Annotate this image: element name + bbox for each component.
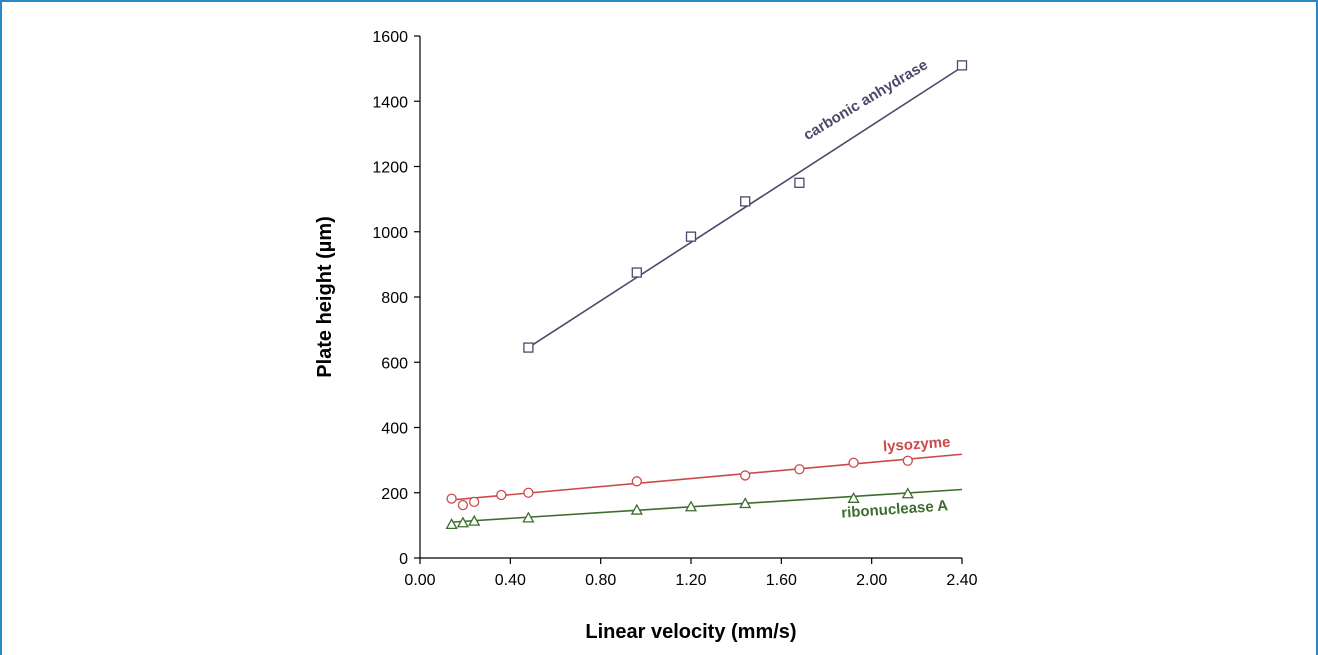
point-lysozyme	[469, 496, 480, 508]
point-carbonic-anhydrase	[523, 342, 534, 353]
labels: Linear velocity (mm/s) Plate height (µm)…	[314, 56, 951, 643]
series-label-lysozyme: lysozyme	[882, 434, 951, 456]
fit-line-carbonic-anhydrase	[527, 66, 963, 349]
y-tick-label: 1400	[372, 94, 408, 111]
x-tick-label: 0.80	[585, 572, 616, 589]
y-tick-label: 800	[381, 290, 408, 307]
point-lysozyme	[740, 470, 751, 481]
point-lysozyme	[848, 457, 859, 468]
point-ribonuclease-a	[522, 511, 535, 523]
y-tick-label: 1000	[372, 225, 408, 242]
point-lysozyme	[794, 464, 805, 475]
point-ribonuclease-a	[456, 516, 470, 528]
x-tick-label: 2.00	[856, 572, 887, 589]
fit-line-lysozyme	[451, 453, 963, 501]
point-ribonuclease-a	[684, 500, 698, 512]
point-carbonic-anhydrase	[794, 177, 805, 188]
point-ribonuclease-a	[630, 503, 643, 515]
point-lysozyme	[496, 489, 507, 501]
point-lysozyme	[457, 499, 469, 511]
y-axis-title: Plate height (µm)	[314, 216, 336, 378]
point-ribonuclease-a	[847, 491, 860, 503]
point-lysozyme	[523, 487, 534, 498]
point-carbonic-anhydrase	[956, 60, 968, 71]
point-ribonuclease-a	[901, 487, 914, 499]
x-tick-label: 0.40	[495, 572, 526, 589]
point-lysozyme	[446, 493, 457, 504]
data-points	[445, 60, 968, 530]
point-ribonuclease-a	[739, 497, 752, 509]
x-axis-title: Linear velocity (mm/s)	[585, 621, 796, 643]
fit-lines	[451, 66, 963, 523]
fit-line-ribonuclease-a	[451, 488, 963, 523]
axes: 0 200 400 600 800 1000 1200 1400 1600 0.00 0.40 0.8…	[372, 29, 977, 589]
point-lysozyme	[902, 455, 913, 466]
point-carbonic-anhydrase	[631, 267, 642, 278]
point-ribonuclease-a	[468, 514, 481, 526]
x-tick-label: 1.20	[675, 572, 706, 589]
point-lysozyme	[631, 476, 642, 487]
y-tick-label: 200	[381, 486, 408, 503]
y-tick-label: 1200	[372, 160, 408, 177]
x-tick-label: 2.40	[946, 572, 977, 589]
y-tick-label: 600	[381, 355, 408, 372]
x-tick-label: 1.60	[766, 572, 797, 589]
y-tick-label: 400	[381, 421, 408, 438]
point-carbonic-anhydrase	[685, 231, 697, 242]
y-tick-label: 1600	[372, 29, 408, 46]
x-tick-label: 0.00	[404, 572, 435, 589]
point-ribonuclease-a	[445, 518, 458, 530]
point-carbonic-anhydrase	[740, 196, 751, 207]
y-tick-label: 0	[399, 551, 408, 568]
